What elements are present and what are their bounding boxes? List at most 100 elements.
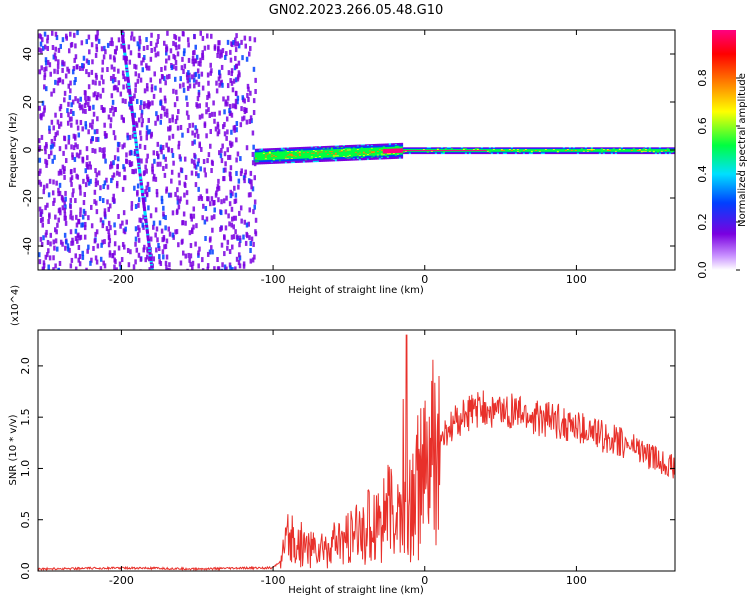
heat-cell — [252, 209, 255, 215]
heat-cell — [230, 234, 234, 240]
heat-cell — [326, 153, 330, 155]
heat-cell — [576, 152, 580, 155]
heat-cell — [223, 251, 226, 257]
heat-cell — [260, 152, 264, 154]
heat-cell — [554, 147, 558, 149]
heat-cell — [274, 159, 278, 162]
heat-cell — [75, 152, 79, 158]
heat-cell — [204, 172, 207, 178]
heat-cell — [226, 39, 230, 45]
heat-cell — [93, 238, 97, 244]
heat-cell — [134, 236, 138, 242]
heat-cell — [330, 150, 334, 152]
heat-cell — [210, 245, 213, 251]
heat-cell — [340, 151, 344, 153]
heat-cell — [52, 239, 55, 245]
heat-cell — [390, 151, 394, 153]
heat-cell — [48, 255, 52, 261]
heat-cell — [284, 157, 288, 159]
heat-cell — [278, 149, 282, 152]
heat-cell — [366, 157, 370, 160]
heat-cell — [388, 154, 392, 156]
heat-cell — [560, 152, 564, 155]
heat-cell — [210, 68, 213, 74]
heat-cell — [540, 149, 544, 151]
heat-cell — [193, 83, 196, 89]
heat-cell — [237, 43, 241, 49]
heat-cell — [448, 151, 452, 154]
heat-cell — [614, 150, 618, 152]
heat-cell — [292, 155, 296, 157]
heat-cell — [262, 152, 266, 154]
heat-cell — [384, 156, 388, 159]
heat-cell — [188, 230, 192, 236]
heat-cell — [94, 178, 98, 184]
heat-cell — [456, 151, 460, 154]
heat-cell — [82, 63, 85, 69]
heat-cell — [658, 150, 662, 152]
heat-cell — [158, 220, 162, 226]
heat-cell — [42, 189, 46, 195]
heat-cell — [502, 149, 506, 151]
heat-cell — [220, 147, 223, 153]
heat-cell — [328, 160, 332, 162]
heat-cell — [116, 141, 120, 147]
heat-cell — [568, 152, 572, 155]
heat-cell — [264, 154, 268, 157]
heat-cell — [149, 255, 153, 258]
heat-cell — [356, 149, 360, 151]
heat-cell — [446, 151, 450, 154]
heat-cell — [262, 161, 266, 163]
heat-cell — [101, 223, 105, 229]
heat-cell — [460, 150, 464, 153]
heat-cell — [272, 154, 276, 156]
heat-cell — [149, 236, 153, 242]
heat-cell — [227, 70, 231, 76]
heat-cell — [147, 246, 151, 249]
heat-cell — [196, 133, 200, 139]
heat-cell — [286, 151, 290, 154]
heat-cell — [69, 177, 73, 183]
heat-cell — [245, 56, 249, 62]
heat-cell — [182, 250, 185, 256]
heat-cell — [466, 151, 470, 154]
heat-cell — [606, 147, 610, 149]
heat-cell — [468, 150, 472, 152]
heat-cell — [604, 150, 608, 153]
heat-cell — [548, 151, 552, 154]
heat-cell — [136, 191, 139, 197]
heat-cell — [332, 148, 336, 150]
heat-cell — [160, 149, 163, 155]
heat-cell — [306, 157, 310, 159]
heat-cell — [69, 88, 72, 94]
heat-cell — [462, 150, 466, 153]
heat-cell — [380, 156, 384, 158]
heat-cell — [338, 152, 342, 154]
heat-cell — [57, 47, 61, 53]
heat-cell — [584, 149, 588, 151]
heat-cell — [524, 150, 528, 153]
heat-cell — [138, 217, 141, 223]
heat-cell — [117, 68, 120, 74]
heat-cell — [150, 87, 154, 93]
heat-cell — [133, 134, 137, 138]
heat-cell — [142, 205, 146, 209]
heat-cell — [262, 160, 266, 162]
heat-cell — [207, 44, 210, 50]
heat-cell — [110, 37, 114, 43]
colorbar-tick-label: 0.2 — [696, 213, 709, 231]
heat-cell — [476, 149, 480, 151]
heat-cell — [566, 147, 570, 149]
heat-cell — [324, 154, 328, 156]
heat-cell — [626, 150, 630, 152]
heat-cell — [64, 196, 67, 202]
heat-cell — [138, 173, 142, 177]
heat-cell — [340, 157, 344, 160]
heat-cell — [109, 54, 112, 60]
heat-cell — [320, 150, 324, 153]
heat-cell — [598, 147, 602, 149]
heat-cell — [182, 69, 185, 75]
heat-cell — [145, 135, 149, 141]
heat-cell — [588, 150, 592, 152]
